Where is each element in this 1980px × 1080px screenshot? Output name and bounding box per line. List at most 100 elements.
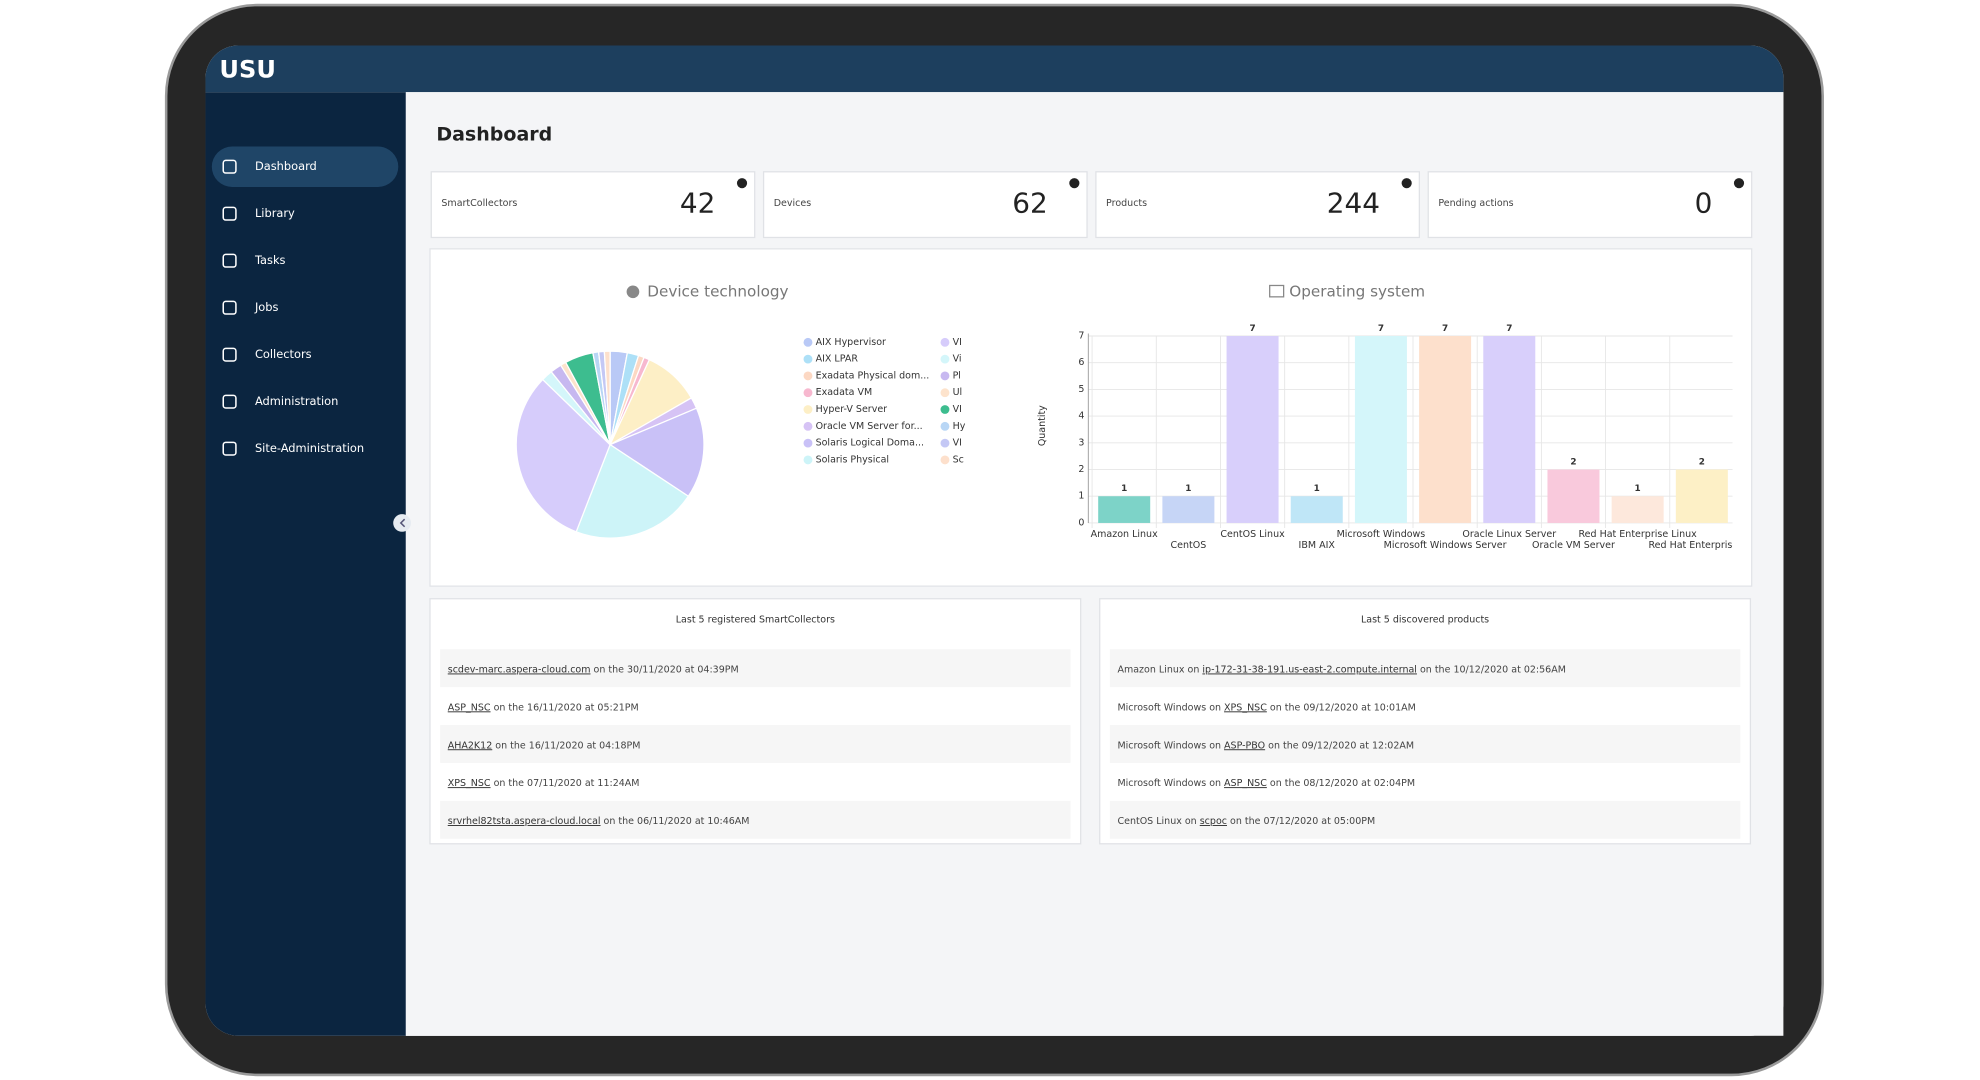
stat-card — [1427, 171, 1753, 239]
info-icon[interactable] — [736, 178, 748, 189]
pie-slice — [575, 443, 690, 539]
stat-card — [430, 171, 756, 239]
row-link[interactable]: ASP_NSC — [448, 702, 491, 713]
title-icon — [1269, 284, 1285, 298]
bar — [1098, 496, 1151, 523]
legend-label: Exadata VM — [816, 387, 873, 398]
legend-swatch — [803, 421, 813, 431]
chart-title: Device technology — [647, 282, 788, 300]
row-link[interactable]: scpoc — [1200, 816, 1227, 827]
row-suffix: on the 16/11/2020 at 05:21PM — [491, 702, 639, 713]
nav-item[interactable]: Collectors — [255, 347, 312, 361]
bar-value-label: 1 — [1635, 484, 1641, 494]
row-suffix: on the 16/11/2020 at 04:18PM — [492, 740, 640, 751]
info-icon[interactable] — [1733, 178, 1745, 189]
collapse-button[interactable] — [393, 514, 411, 532]
y-axis-label: Quantity — [1037, 405, 1048, 446]
stat-value: 42 — [680, 187, 715, 220]
stat-value: 62 — [1012, 187, 1047, 220]
row-link[interactable]: scdev-marc.aspera-cloud.com — [448, 664, 591, 675]
bar-value-label: 2 — [1699, 457, 1705, 467]
nav-icon — [222, 441, 237, 456]
bar — [1354, 336, 1407, 523]
info-icon[interactable] — [1069, 178, 1080, 189]
row-prefix: CentOS Linux on — [1117, 816, 1199, 827]
x-tick-label: Microsoft Windows — [1337, 529, 1426, 540]
row-link[interactable]: XPS_NSC — [448, 778, 491, 789]
legend-swatch — [940, 438, 950, 448]
nav-icon — [222, 300, 237, 315]
row-suffix: on the 09/12/2020 at 10:01AM — [1267, 702, 1416, 713]
list-title: Last 5 discovered products — [1361, 615, 1489, 626]
row-prefix: Microsoft Windows on — [1117, 778, 1224, 789]
list-row-text: Microsoft Windows on ASP-PBO on the 09/1… — [1117, 740, 1414, 751]
row-link[interactable]: ASP-PBO — [1224, 740, 1265, 751]
x-tick-label: CentOS — [1170, 540, 1206, 551]
chart-title: Operating system — [1289, 282, 1425, 300]
nav-item[interactable]: Dashboard — [255, 159, 317, 173]
legend-swatch — [940, 371, 950, 381]
pie-slice — [603, 350, 611, 445]
legend-swatch — [940, 354, 950, 364]
legend-swatch — [803, 371, 813, 381]
x-tick-label: IBM AIX — [1299, 540, 1336, 551]
nav-item[interactable]: Site-Administration — [255, 441, 364, 455]
nav-item[interactable]: Tasks — [254, 253, 286, 267]
list-row — [440, 762, 1071, 801]
header-bar — [205, 45, 1784, 93]
nav-item[interactable]: Administration — [255, 394, 338, 408]
nav-item[interactable]: Library — [255, 206, 295, 220]
y-tick-label: 2 — [1078, 464, 1084, 475]
row-link[interactable]: ip-172-31-38-191.us-east-2.compute.inter… — [1202, 664, 1417, 675]
row-link[interactable]: XPS_NSC — [1224, 702, 1267, 713]
legend-swatch — [803, 337, 813, 347]
nav-icon — [222, 394, 237, 409]
stat-card — [762, 171, 1088, 239]
stat-label: Devices — [774, 198, 812, 209]
list-row-text: scdev-marc.aspera-cloud.com on the 30/11… — [448, 664, 739, 675]
legend-swatch — [803, 455, 813, 465]
y-tick-label: 4 — [1078, 411, 1084, 422]
pie-slice — [608, 407, 705, 498]
legend-swatch — [803, 405, 813, 414]
legend-label: Solaris Physical — [816, 454, 889, 465]
nav-icon — [222, 347, 237, 362]
legend-label: AIX LPAR — [816, 354, 859, 365]
title-icon — [626, 285, 640, 299]
legend-label: Hy — [953, 421, 966, 432]
row-prefix: Microsoft Windows on — [1117, 702, 1224, 713]
nav-icon — [222, 159, 237, 174]
x-tick-label: Amazon Linux — [1091, 529, 1158, 540]
legend-label: Ul — [953, 387, 963, 398]
y-tick-label: 6 — [1078, 357, 1084, 368]
row-suffix: on the 10/12/2020 at 02:56AM — [1417, 664, 1566, 675]
list-row — [1109, 725, 1741, 763]
y-tick-label: 0 — [1078, 517, 1084, 528]
list-row — [440, 649, 1071, 688]
x-tick-label: Microsoft Windows Server — [1384, 540, 1507, 551]
legend-swatch — [803, 388, 813, 398]
list-row — [440, 725, 1071, 763]
row-link[interactable]: ASP_NSC — [1224, 778, 1267, 789]
legend-label: Exadata Physical dom... — [816, 370, 930, 381]
y-tick-label: 3 — [1078, 437, 1084, 448]
stat-label: Pending actions — [1438, 198, 1513, 209]
bar — [1611, 496, 1664, 523]
row-link[interactable]: AHA2K12 — [448, 740, 493, 751]
x-tick-label: Oracle Linux Server — [1462, 529, 1556, 540]
legend-label: AIX Hypervisor — [816, 337, 886, 348]
row-suffix: on the 06/11/2020 at 10:46AM — [601, 816, 750, 827]
stat-label: Products — [1106, 198, 1147, 209]
row-link[interactable]: srvrhel82tsta.aspera-cloud.local — [448, 816, 601, 827]
info-icon[interactable] — [1401, 178, 1412, 189]
row-suffix: on the 07/11/2020 at 11:24AM — [491, 778, 640, 789]
stat-card — [1095, 171, 1420, 239]
nav-item[interactable]: Jobs — [254, 300, 279, 314]
legend-label: VI — [953, 404, 962, 415]
bar — [1483, 336, 1536, 523]
nav-active — [211, 146, 399, 187]
legend-label: Vi — [953, 354, 962, 365]
x-tick-label: Red Hat Enterprise Lin — [1648, 540, 1755, 551]
y-tick-label: 1 — [1078, 491, 1084, 502]
plot: Amazon Linux 1 CentOS 1 CentOS Linux 7 IBM AIX… — [1088, 324, 1755, 551]
